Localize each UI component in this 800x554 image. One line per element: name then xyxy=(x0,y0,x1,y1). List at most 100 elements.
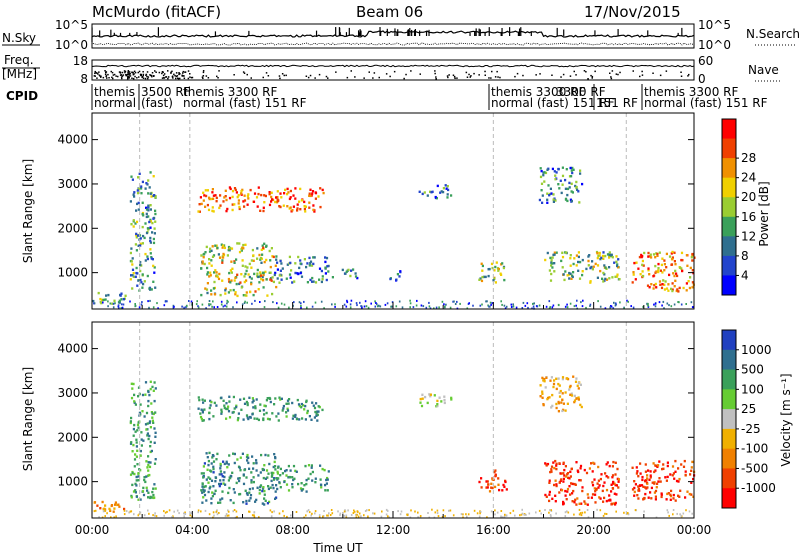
velocity-cell xyxy=(262,417,265,420)
velocity-cell xyxy=(690,481,693,484)
power-cell xyxy=(663,288,666,291)
power-cell xyxy=(135,236,138,239)
velocity-ground-cell xyxy=(388,516,391,519)
power-cell xyxy=(435,197,438,200)
nave-dot xyxy=(575,74,577,76)
velocity-cell xyxy=(488,490,492,493)
nave-dot xyxy=(216,75,218,78)
velocity-cell xyxy=(258,492,261,495)
power-cell xyxy=(613,261,616,264)
power-cell xyxy=(293,280,296,283)
power-cell xyxy=(670,287,673,291)
velocity-cell xyxy=(491,478,494,481)
velocity-cell xyxy=(251,413,254,416)
nave-dot xyxy=(585,71,587,73)
velocity-cell xyxy=(130,396,134,400)
power-cell xyxy=(663,263,666,266)
velocity-cell xyxy=(203,399,206,402)
power-cell xyxy=(206,273,209,276)
nave-dot xyxy=(181,75,183,77)
power-cell xyxy=(148,186,151,189)
velocity-cell xyxy=(274,468,277,471)
power-cell xyxy=(143,280,146,283)
power-ground-cell xyxy=(118,306,120,309)
velocity-cell xyxy=(271,483,274,487)
velocity-cell xyxy=(201,491,204,494)
velocity-cell xyxy=(633,494,636,497)
velocity-ground-cell xyxy=(329,514,332,516)
power-cell xyxy=(495,261,498,264)
power-ground-cell xyxy=(630,305,632,308)
velocity-cell xyxy=(153,427,156,430)
cpid-block-3-line2: normal (fast) 151 RF xyxy=(491,96,615,110)
power-cell xyxy=(603,273,606,276)
nave-dot xyxy=(202,77,204,79)
power-cell xyxy=(231,195,234,199)
velocity-cell xyxy=(133,465,136,468)
power-cell xyxy=(638,255,641,259)
velocity-cell xyxy=(147,461,150,464)
velocity-cell xyxy=(597,486,600,489)
power-ground-cell xyxy=(190,300,193,303)
velocity-cell xyxy=(254,500,257,503)
velocity-cell xyxy=(229,474,232,478)
velocity-cell xyxy=(565,498,568,501)
power-cell xyxy=(341,268,344,272)
power-cell xyxy=(226,207,229,211)
velocity-cell xyxy=(222,482,225,485)
power-cell xyxy=(211,188,214,191)
nave-dot xyxy=(150,74,152,77)
power-cell xyxy=(145,231,149,235)
power-cell xyxy=(560,259,563,263)
velocity-cell xyxy=(486,486,489,489)
velocity-cell xyxy=(228,486,231,490)
velocity-ground-cell xyxy=(147,509,149,512)
velocity-cell xyxy=(135,475,138,479)
power-cell xyxy=(152,175,155,178)
power-cell xyxy=(677,290,680,293)
power-ground-cell xyxy=(515,306,518,309)
power-cell xyxy=(617,258,620,261)
velocity-cell xyxy=(235,481,238,485)
power-cell xyxy=(271,255,274,258)
power-cell xyxy=(308,194,311,197)
velocity-cell xyxy=(204,485,207,488)
velocity-ground-cell xyxy=(550,509,552,512)
velocity-ground-cell xyxy=(163,514,165,517)
velocity-cell xyxy=(614,501,617,505)
velocity-x-ticks: 00:00 04:00 08:00 12:00 16:00 20:00 00:00 xyxy=(75,511,711,537)
power-cell xyxy=(596,252,599,255)
velocity-cell xyxy=(233,452,236,456)
velocity-cell xyxy=(148,465,152,469)
velocity-cell xyxy=(297,403,301,406)
nave-dot xyxy=(171,70,173,73)
velocity-cell xyxy=(579,383,582,386)
velocity-cell xyxy=(568,485,571,488)
power-cell xyxy=(608,256,611,259)
velocity-ground-cell xyxy=(535,511,537,514)
velocity-cell xyxy=(313,406,317,410)
velocity-cell xyxy=(554,500,557,503)
power-cell xyxy=(132,219,135,222)
velocity-cell xyxy=(304,464,307,468)
velocity-cell xyxy=(554,494,557,497)
velocity-ground-cell xyxy=(253,514,255,517)
velocity-cell xyxy=(285,402,288,405)
power-cell xyxy=(442,190,445,194)
velocity-cell xyxy=(132,443,135,447)
velocity-cell xyxy=(263,493,266,496)
velocity-ground-cell xyxy=(133,513,135,516)
velocity-cell xyxy=(653,482,656,485)
velocity-cell xyxy=(146,434,149,437)
velocity-cell xyxy=(569,384,572,388)
power-cell xyxy=(101,298,104,302)
power-cell xyxy=(551,266,554,269)
power-cell xyxy=(324,272,327,275)
velocity-ground-cell xyxy=(442,509,445,512)
velocity-cell xyxy=(644,479,647,482)
velocity-cell xyxy=(209,404,212,407)
velocity-cell xyxy=(281,409,284,412)
power-cell xyxy=(151,231,154,234)
power-cell xyxy=(634,278,637,281)
power-ground-cell xyxy=(241,303,244,306)
